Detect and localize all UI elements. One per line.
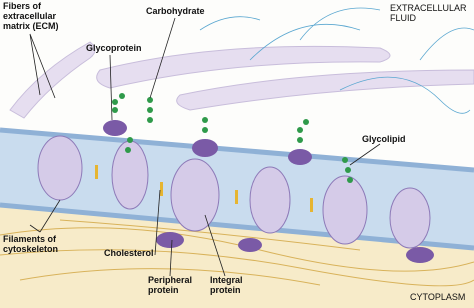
cholesterol [95,165,313,212]
label: Peripheral [148,275,192,285]
leader-lines [29,17,381,277]
label: cytoskeleton [3,244,58,254]
label: Fibers of [3,1,42,11]
cytoplasm [0,190,474,308]
label: Filaments of [3,234,57,244]
label: extracellular [3,11,57,21]
label: EXTRACELLULAR [390,3,467,13]
label: CYTOPLASM [410,292,465,302]
cytoskeleton-filaments [0,219,474,287]
label: protein [210,285,241,295]
ecm-strands [199,7,474,114]
labels: Fibers of extracellular matrix (ECM) Gly… [3,1,467,302]
label: Glycoprotein [86,43,142,53]
label: protein [148,285,179,295]
ecm-fibers [9,41,474,119]
label: matrix (ECM) [3,21,59,31]
integral-proteins [37,135,431,249]
label: Glycolipid [362,134,406,144]
label: Integral [210,275,243,285]
peripheral-proteins [103,120,434,263]
carbohydrates [112,93,353,183]
label: FLUID [390,13,417,23]
label: Carbohydrate [146,6,205,16]
inner-heads [0,202,474,251]
outer-heads [0,127,474,173]
label: Cholesterol [104,248,154,258]
